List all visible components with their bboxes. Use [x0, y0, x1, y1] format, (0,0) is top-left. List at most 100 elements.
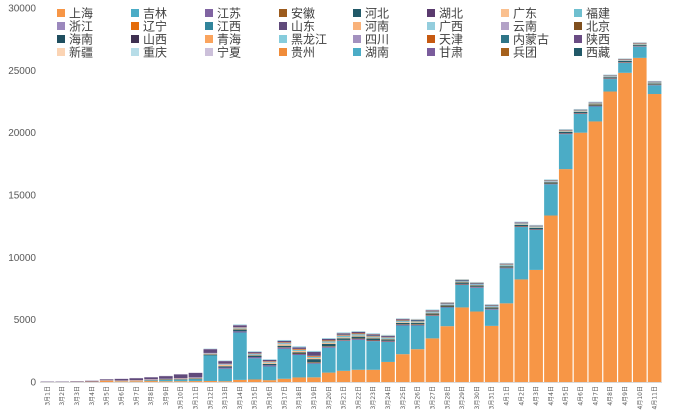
bar-segment [396, 325, 410, 355]
legend-item: 吉林 [131, 7, 167, 21]
bar-segment [262, 363, 277, 366]
bar-segment [558, 134, 573, 170]
bar-segment [529, 229, 543, 231]
bar-segment [99, 380, 114, 382]
bar-segment [173, 374, 188, 379]
bar-segment [618, 72, 632, 382]
bar-segment [336, 370, 351, 382]
bar-segment [470, 311, 484, 382]
legend-item: 湖北 [427, 6, 463, 21]
legend-swatch [57, 9, 65, 17]
y-tick-label: 0 [30, 378, 36, 389]
bar-segment [440, 306, 455, 307]
bar-stack [632, 42, 647, 383]
bar-segment [647, 85, 662, 95]
bar-stack [277, 339, 292, 382]
bar-segment [366, 338, 381, 340]
bar-segment [307, 362, 321, 363]
x-tick-label: 3月29日 [459, 386, 466, 409]
x-tick-label: 4月10日 [637, 386, 644, 409]
bar-segment [292, 349, 306, 351]
bar-segment [514, 226, 529, 227]
bar-segment [129, 378, 144, 381]
legend-item: 甘肃 [427, 46, 463, 60]
bar-segment [484, 304, 499, 306]
bar-stack [366, 333, 381, 382]
bar-segment [307, 350, 321, 352]
bar-segment [514, 279, 529, 382]
bar-segment [529, 230, 543, 270]
bar-segment [247, 354, 262, 356]
bar-segment [233, 325, 247, 328]
x-tick-label: 3月7日 [133, 386, 140, 406]
legend-item: 云南 [501, 19, 537, 34]
bar-segment [544, 182, 558, 184]
bar-segment [366, 340, 381, 342]
bar-segment [218, 381, 232, 382]
bar-segment [396, 324, 410, 325]
bar-segment [499, 265, 514, 267]
bar-segment [262, 380, 277, 382]
bar-segment [588, 106, 603, 122]
bar-segment [470, 284, 484, 286]
bar-segment [307, 359, 321, 363]
bar-segment [114, 378, 129, 381]
bar-segment [410, 323, 425, 325]
legend-swatch [205, 35, 213, 43]
bar-segment [410, 325, 425, 350]
x-tick-label: 3月14日 [237, 386, 244, 409]
bar-segment [114, 380, 129, 382]
bar-segment [647, 82, 662, 84]
x-tick-label: 4月8日 [607, 386, 614, 406]
bar-segment [173, 379, 188, 380]
x-axis: 3月1日 3月2日 3月3日 3月4日 3月5日 3月6日 3月7日 3月8日 3月9日 3月10… [40, 382, 662, 409]
x-tick-label: 3月5日 [104, 386, 111, 406]
bar-segment [470, 284, 484, 285]
x-tick-label: 4月5日 [563, 386, 570, 406]
bar-segment [233, 332, 247, 380]
legend-swatch [501, 22, 509, 30]
legend-item: 黑龙江 [279, 33, 327, 47]
bar-segment [351, 336, 366, 339]
legend-label: 宁夏 [217, 45, 241, 60]
legend-label: 陕西 [586, 32, 610, 47]
bar-segment [321, 372, 336, 382]
bar-stack [499, 262, 514, 382]
legend-label: 四川 [365, 33, 389, 47]
bar-segment [544, 184, 558, 216]
bar-stack [321, 338, 336, 382]
legend-swatch [353, 22, 361, 30]
bar-segment [455, 284, 469, 285]
bar-segment [292, 346, 306, 348]
bar-segment [440, 304, 455, 306]
bar-segment [544, 181, 558, 183]
bar-stack [218, 360, 232, 382]
bar-segment [455, 284, 469, 308]
bar-segment [321, 346, 336, 348]
bar-segment [292, 377, 306, 382]
x-tick-label: 3月1日 [44, 386, 51, 406]
x-tick-label: 3月3日 [74, 386, 81, 406]
x-tick-label: 3月16日 [267, 386, 274, 409]
legend-label: 安徽 [291, 6, 315, 21]
bar-stack [336, 332, 351, 382]
bar-stack [307, 350, 321, 382]
bar-segment [455, 279, 469, 281]
legend-label: 天津 [439, 33, 463, 47]
bar-segment [188, 372, 203, 378]
bar-segment [351, 339, 366, 370]
legend-item: 浙江 [57, 20, 93, 34]
bar-segment [410, 321, 425, 323]
legend-label: 江西 [217, 20, 241, 34]
bar-segment [381, 341, 395, 342]
bar-segment [588, 121, 603, 382]
bar-segment [573, 110, 588, 112]
legend-swatch [279, 9, 287, 17]
legend-item: 山西 [131, 33, 167, 47]
bar-segment [277, 343, 292, 345]
legend-label: 重庆 [143, 46, 167, 60]
x-tick-label: 3月18日 [296, 386, 303, 409]
bar-segment [366, 336, 381, 338]
bar-segment [144, 379, 158, 380]
